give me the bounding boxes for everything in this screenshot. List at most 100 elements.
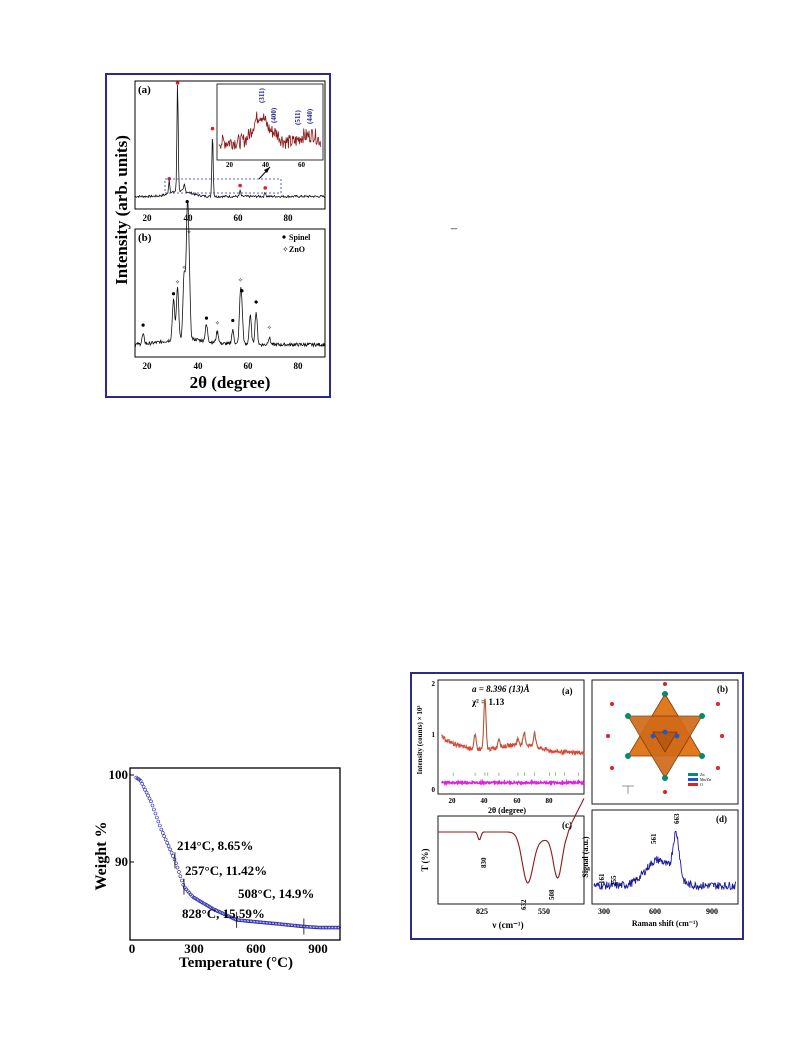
panel-a-xtick: 80: [546, 797, 554, 805]
spinel-marker: [231, 318, 235, 323]
panel-c-xtick: 825: [476, 907, 488, 916]
atom-zn: [699, 753, 705, 759]
spinel-marker: [171, 292, 176, 296]
tga-point: [169, 850, 174, 855]
chi-square: χ² = 1.13: [471, 697, 505, 707]
legend-zn: Zn: [700, 772, 704, 777]
panel-a-xtick: 40: [481, 797, 489, 805]
panel-b-frame: [591, 679, 739, 805]
atom-o: [606, 734, 610, 738]
tga-point: [159, 827, 164, 832]
tga-point: [180, 878, 184, 883]
tga-point: [174, 861, 178, 866]
panel-b-xtick: 40: [194, 361, 204, 371]
panel-c-label: (c): [562, 820, 572, 830]
inset-peak-label: (311): [258, 88, 266, 103]
peak-dot: [175, 81, 180, 85]
atom-o: [610, 766, 614, 770]
tga-point: [181, 883, 186, 887]
panel-a-frame: [134, 80, 326, 210]
xrd-a-series: [134, 84, 326, 199]
panel-b-label: (b): [138, 232, 152, 244]
inset-peak-label: (440): [306, 108, 314, 124]
tga-svg: Weight % 100 90 214°C, 8.65% 257°C, 11.4…: [93, 767, 341, 971]
tga-point: [337, 925, 341, 930]
spinel-marker: [240, 289, 244, 293]
panel-a-label: (a): [562, 686, 573, 696]
raman-series: [593, 830, 737, 891]
peak-dot: [210, 126, 215, 131]
tga-point: [141, 784, 146, 789]
atom-o: [610, 702, 614, 706]
panel-c-xlabel: ν (cm⁻¹): [491, 920, 523, 930]
panel-a-xlabel: 2θ (degree): [488, 806, 526, 815]
multi-svg: (a) a = 8.396 (13)Å χ² = 1.13 Intensity …: [416, 679, 739, 930]
legend-zno-marker: ✧: [282, 245, 289, 254]
raman-peak: 255: [610, 875, 618, 886]
atom-zn: [625, 713, 631, 719]
tga-point: [178, 874, 183, 878]
atom-o: [716, 766, 720, 770]
panel-a-xtick: 80: [284, 213, 294, 223]
atom-o: [663, 682, 667, 686]
tga-point: [156, 819, 161, 824]
lattice-param: a = 8.396 (13)Å: [472, 684, 530, 694]
tga-point: [177, 870, 181, 874]
panel-b-frame: [134, 228, 326, 358]
atom-mn: [662, 729, 668, 735]
tga-point: [172, 857, 177, 862]
spinel-marker: [254, 300, 258, 304]
xrd-svg: Intensity (arb. units) (a) 20 40 60 (311…: [112, 80, 326, 392]
zno-marker: ✧: [175, 279, 180, 286]
tga-point: [155, 815, 159, 820]
panel-c-ylabel: T (%): [420, 848, 430, 871]
zno-marker: ✧: [267, 324, 272, 331]
ftir-peak: 508: [548, 889, 556, 900]
stray-mark: _: [451, 218, 458, 230]
atom-o: [663, 790, 667, 794]
peak-dot: [238, 183, 242, 188]
legend-zn-swatch: [688, 773, 698, 776]
zno-marker: ✧: [238, 277, 243, 284]
panel-b-label: (b): [717, 684, 728, 694]
panel-a-frame: [437, 679, 585, 795]
atom-o: [716, 702, 720, 706]
tga-point: [138, 778, 143, 783]
ftir-peak: 632: [520, 899, 528, 910]
tga-xtick: 600: [246, 941, 266, 956]
panel-d-label: (d): [716, 814, 727, 824]
peak-dot: [263, 186, 268, 190]
panel-b-xtick: 80: [294, 361, 304, 371]
tga-point: [144, 790, 149, 795]
tga-point: [175, 865, 180, 870]
panel-b-xtick: 60: [244, 361, 254, 371]
tga-point: [171, 854, 175, 858]
spinel-marker: [204, 316, 209, 320]
multi-figure: (a) a = 8.396 (13)Å χ² = 1.13 Intensity …: [410, 672, 744, 940]
xrd-b-phase-markers: ✧ ✧ ✧ ✧ ✧ ✧ ✧: [141, 200, 272, 331]
panel-a-ytick: 1: [432, 731, 436, 739]
zno-marker: ✧: [215, 320, 220, 327]
tga-annotation: 828°C, 15.59%: [182, 906, 265, 921]
raman-peak: 663: [673, 813, 681, 824]
tga-point: [147, 796, 152, 801]
spinel-marker: [185, 200, 189, 204]
panel-d-xtick: 300: [598, 907, 610, 916]
tga-annotation: 257°C, 11.42%: [185, 863, 267, 878]
xrd-b-series: [134, 200, 325, 348]
rietveld-difference: [441, 778, 585, 787]
atom-zn: [699, 713, 705, 719]
panel-a-xtick: 20: [143, 213, 153, 223]
panel-a-xtick: 60: [234, 213, 244, 223]
tga-figure: Weight % 100 90 214°C, 8.65% 257°C, 11.4…: [88, 760, 343, 971]
tga-frame: [129, 767, 341, 941]
panel-b-xtick: 20: [143, 361, 153, 371]
xrd-ylabel: Intensity (arb. units): [112, 135, 131, 285]
crystal-structure: [606, 682, 724, 794]
panel-a-xtick: 60: [514, 797, 522, 805]
zno-marker: ✧: [186, 229, 191, 236]
zoom-box: [164, 178, 282, 194]
tga-annotation: 214°C, 8.65%: [177, 838, 253, 853]
panel-d-xlabel: Raman shift (cm⁻¹): [632, 919, 699, 928]
panel-d-ylabel: Signal (a.u.): [581, 836, 590, 877]
